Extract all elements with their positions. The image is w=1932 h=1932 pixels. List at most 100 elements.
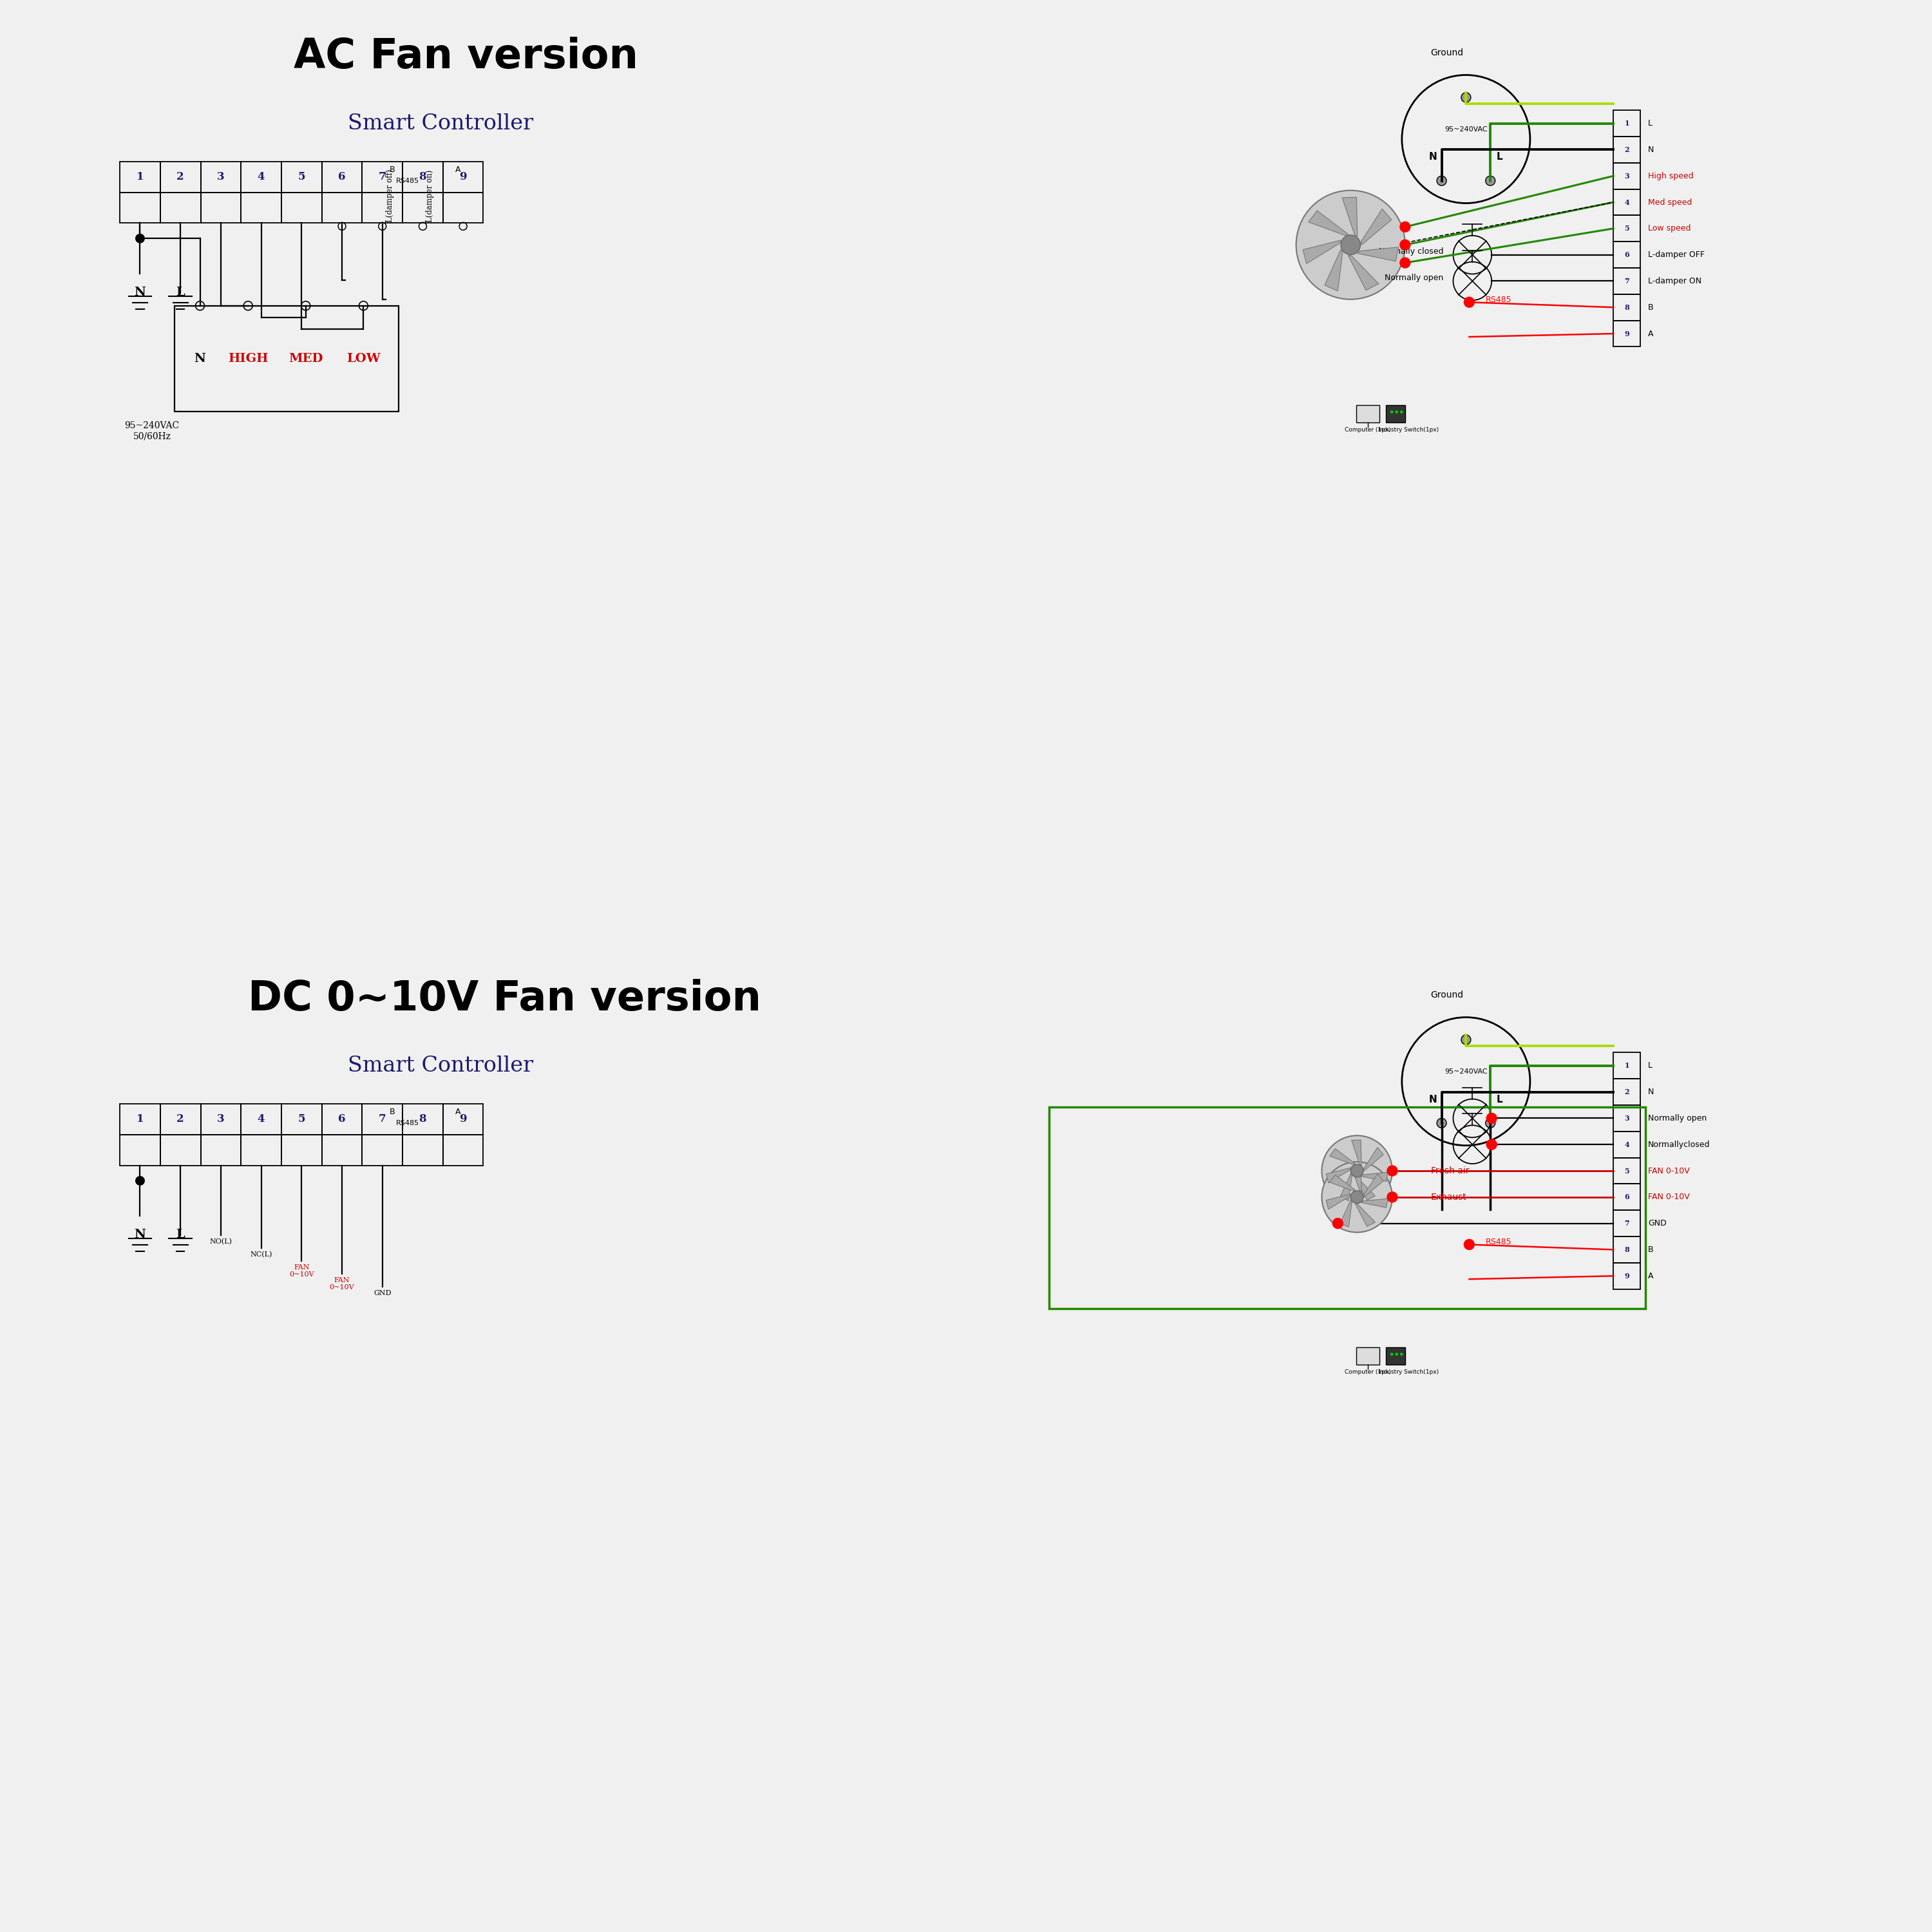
Text: FAN 0-10V: FAN 0-10V <box>1648 1167 1690 1175</box>
Text: N: N <box>135 286 145 298</box>
Bar <box>160 193 201 222</box>
Circle shape <box>1401 257 1410 269</box>
Text: L: L <box>1648 1061 1652 1070</box>
Circle shape <box>1391 1352 1393 1356</box>
Polygon shape <box>1362 1198 1387 1208</box>
Text: Exhaust: Exhaust <box>1432 1192 1466 1202</box>
Text: 2: 2 <box>1625 147 1629 153</box>
Bar <box>242 1134 282 1165</box>
Polygon shape <box>1356 1204 1376 1227</box>
Polygon shape <box>1329 1150 1356 1165</box>
Text: 1: 1 <box>137 1113 143 1124</box>
Text: 95~240VAC: 95~240VAC <box>1445 126 1488 133</box>
Text: N: N <box>195 354 205 365</box>
Bar <box>282 1134 323 1165</box>
Text: Normally open: Normally open <box>1648 1115 1706 1122</box>
Text: Computer (1px): Computer (1px) <box>1345 1370 1391 1376</box>
Text: 6: 6 <box>1625 251 1629 259</box>
Text: 2: 2 <box>176 1113 184 1124</box>
Text: FAN 0-10V: FAN 0-10V <box>1648 1192 1690 1202</box>
Bar <box>160 1103 201 1134</box>
Text: RS485: RS485 <box>1486 1238 1511 1246</box>
Text: 7: 7 <box>379 1113 386 1124</box>
Bar <box>1613 1078 1640 1105</box>
Text: Industry Switch(1px): Industry Switch(1px) <box>1378 427 1439 433</box>
Bar <box>361 1134 402 1165</box>
Text: Ground: Ground <box>1430 48 1463 58</box>
Circle shape <box>1395 1352 1399 1356</box>
Bar <box>323 1103 361 1134</box>
Text: LOW: LOW <box>346 354 381 365</box>
Polygon shape <box>1325 1194 1350 1209</box>
Text: RS485: RS485 <box>396 178 419 184</box>
Text: Industry Switch(1px): Industry Switch(1px) <box>1378 1370 1439 1376</box>
Circle shape <box>1437 1119 1447 1128</box>
Bar <box>1049 1107 1646 1308</box>
Circle shape <box>1401 240 1410 249</box>
Text: Smart Controller: Smart Controller <box>348 1055 533 1076</box>
Polygon shape <box>1349 255 1379 290</box>
Bar <box>402 1103 442 1134</box>
Bar <box>1613 1157 1640 1184</box>
Text: Low speed: Low speed <box>1648 224 1690 232</box>
Bar <box>1385 406 1405 423</box>
Circle shape <box>1486 1119 1495 1128</box>
Polygon shape <box>1352 1140 1362 1165</box>
Text: A: A <box>456 1107 460 1117</box>
Text: N: N <box>1428 153 1437 162</box>
Text: Med speed: Med speed <box>1648 199 1692 207</box>
Polygon shape <box>1302 240 1341 263</box>
Bar <box>1613 110 1640 137</box>
Polygon shape <box>1325 249 1343 292</box>
Circle shape <box>1461 93 1470 102</box>
Text: NO(L): NO(L) <box>209 1238 232 1244</box>
Text: L-damper ON: L-damper ON <box>1648 276 1702 286</box>
Text: 8: 8 <box>419 1113 427 1124</box>
Bar <box>1613 1184 1640 1209</box>
Circle shape <box>1401 222 1410 232</box>
Text: MED: MED <box>288 354 323 365</box>
Polygon shape <box>1341 1175 1352 1200</box>
Text: Ground: Ground <box>1430 991 1463 999</box>
Bar <box>1613 321 1640 346</box>
Polygon shape <box>1325 1167 1350 1182</box>
Text: 9: 9 <box>460 172 468 182</box>
Text: 3: 3 <box>216 1113 224 1124</box>
Bar <box>1613 1053 1640 1078</box>
Text: 8: 8 <box>1625 1246 1629 1254</box>
Text: B: B <box>388 166 394 174</box>
Bar <box>323 162 361 193</box>
Text: A: A <box>1648 1271 1654 1281</box>
Bar <box>242 193 282 222</box>
Bar <box>120 193 160 222</box>
Polygon shape <box>1308 211 1349 236</box>
Bar <box>1613 1264 1640 1289</box>
Polygon shape <box>1356 1179 1376 1200</box>
Text: 5: 5 <box>298 172 305 182</box>
Text: 4: 4 <box>1625 1142 1629 1148</box>
Polygon shape <box>1364 1148 1383 1171</box>
Bar <box>1613 1209 1640 1236</box>
Text: HIGH: HIGH <box>228 354 269 365</box>
Bar <box>442 1103 483 1134</box>
Text: L(damper off): L(damper off) <box>386 170 394 222</box>
Text: N: N <box>1428 1095 1437 1105</box>
Text: 6: 6 <box>338 172 346 182</box>
Bar <box>201 1103 242 1134</box>
Text: 1: 1 <box>1625 120 1629 128</box>
Polygon shape <box>1358 247 1399 261</box>
Circle shape <box>1401 410 1403 413</box>
Text: GND: GND <box>1648 1219 1667 1227</box>
Text: 1: 1 <box>1625 1063 1629 1068</box>
Bar <box>174 305 398 412</box>
Text: L(damper on): L(damper on) <box>425 170 435 222</box>
Bar <box>1613 137 1640 162</box>
Bar <box>1613 269 1640 294</box>
Bar <box>323 193 361 222</box>
Text: 9: 9 <box>460 1113 468 1124</box>
Bar <box>282 162 323 193</box>
Bar <box>120 1103 160 1134</box>
Text: High speed: High speed <box>1648 172 1694 180</box>
Bar <box>120 1134 160 1165</box>
Circle shape <box>1461 1036 1470 1045</box>
